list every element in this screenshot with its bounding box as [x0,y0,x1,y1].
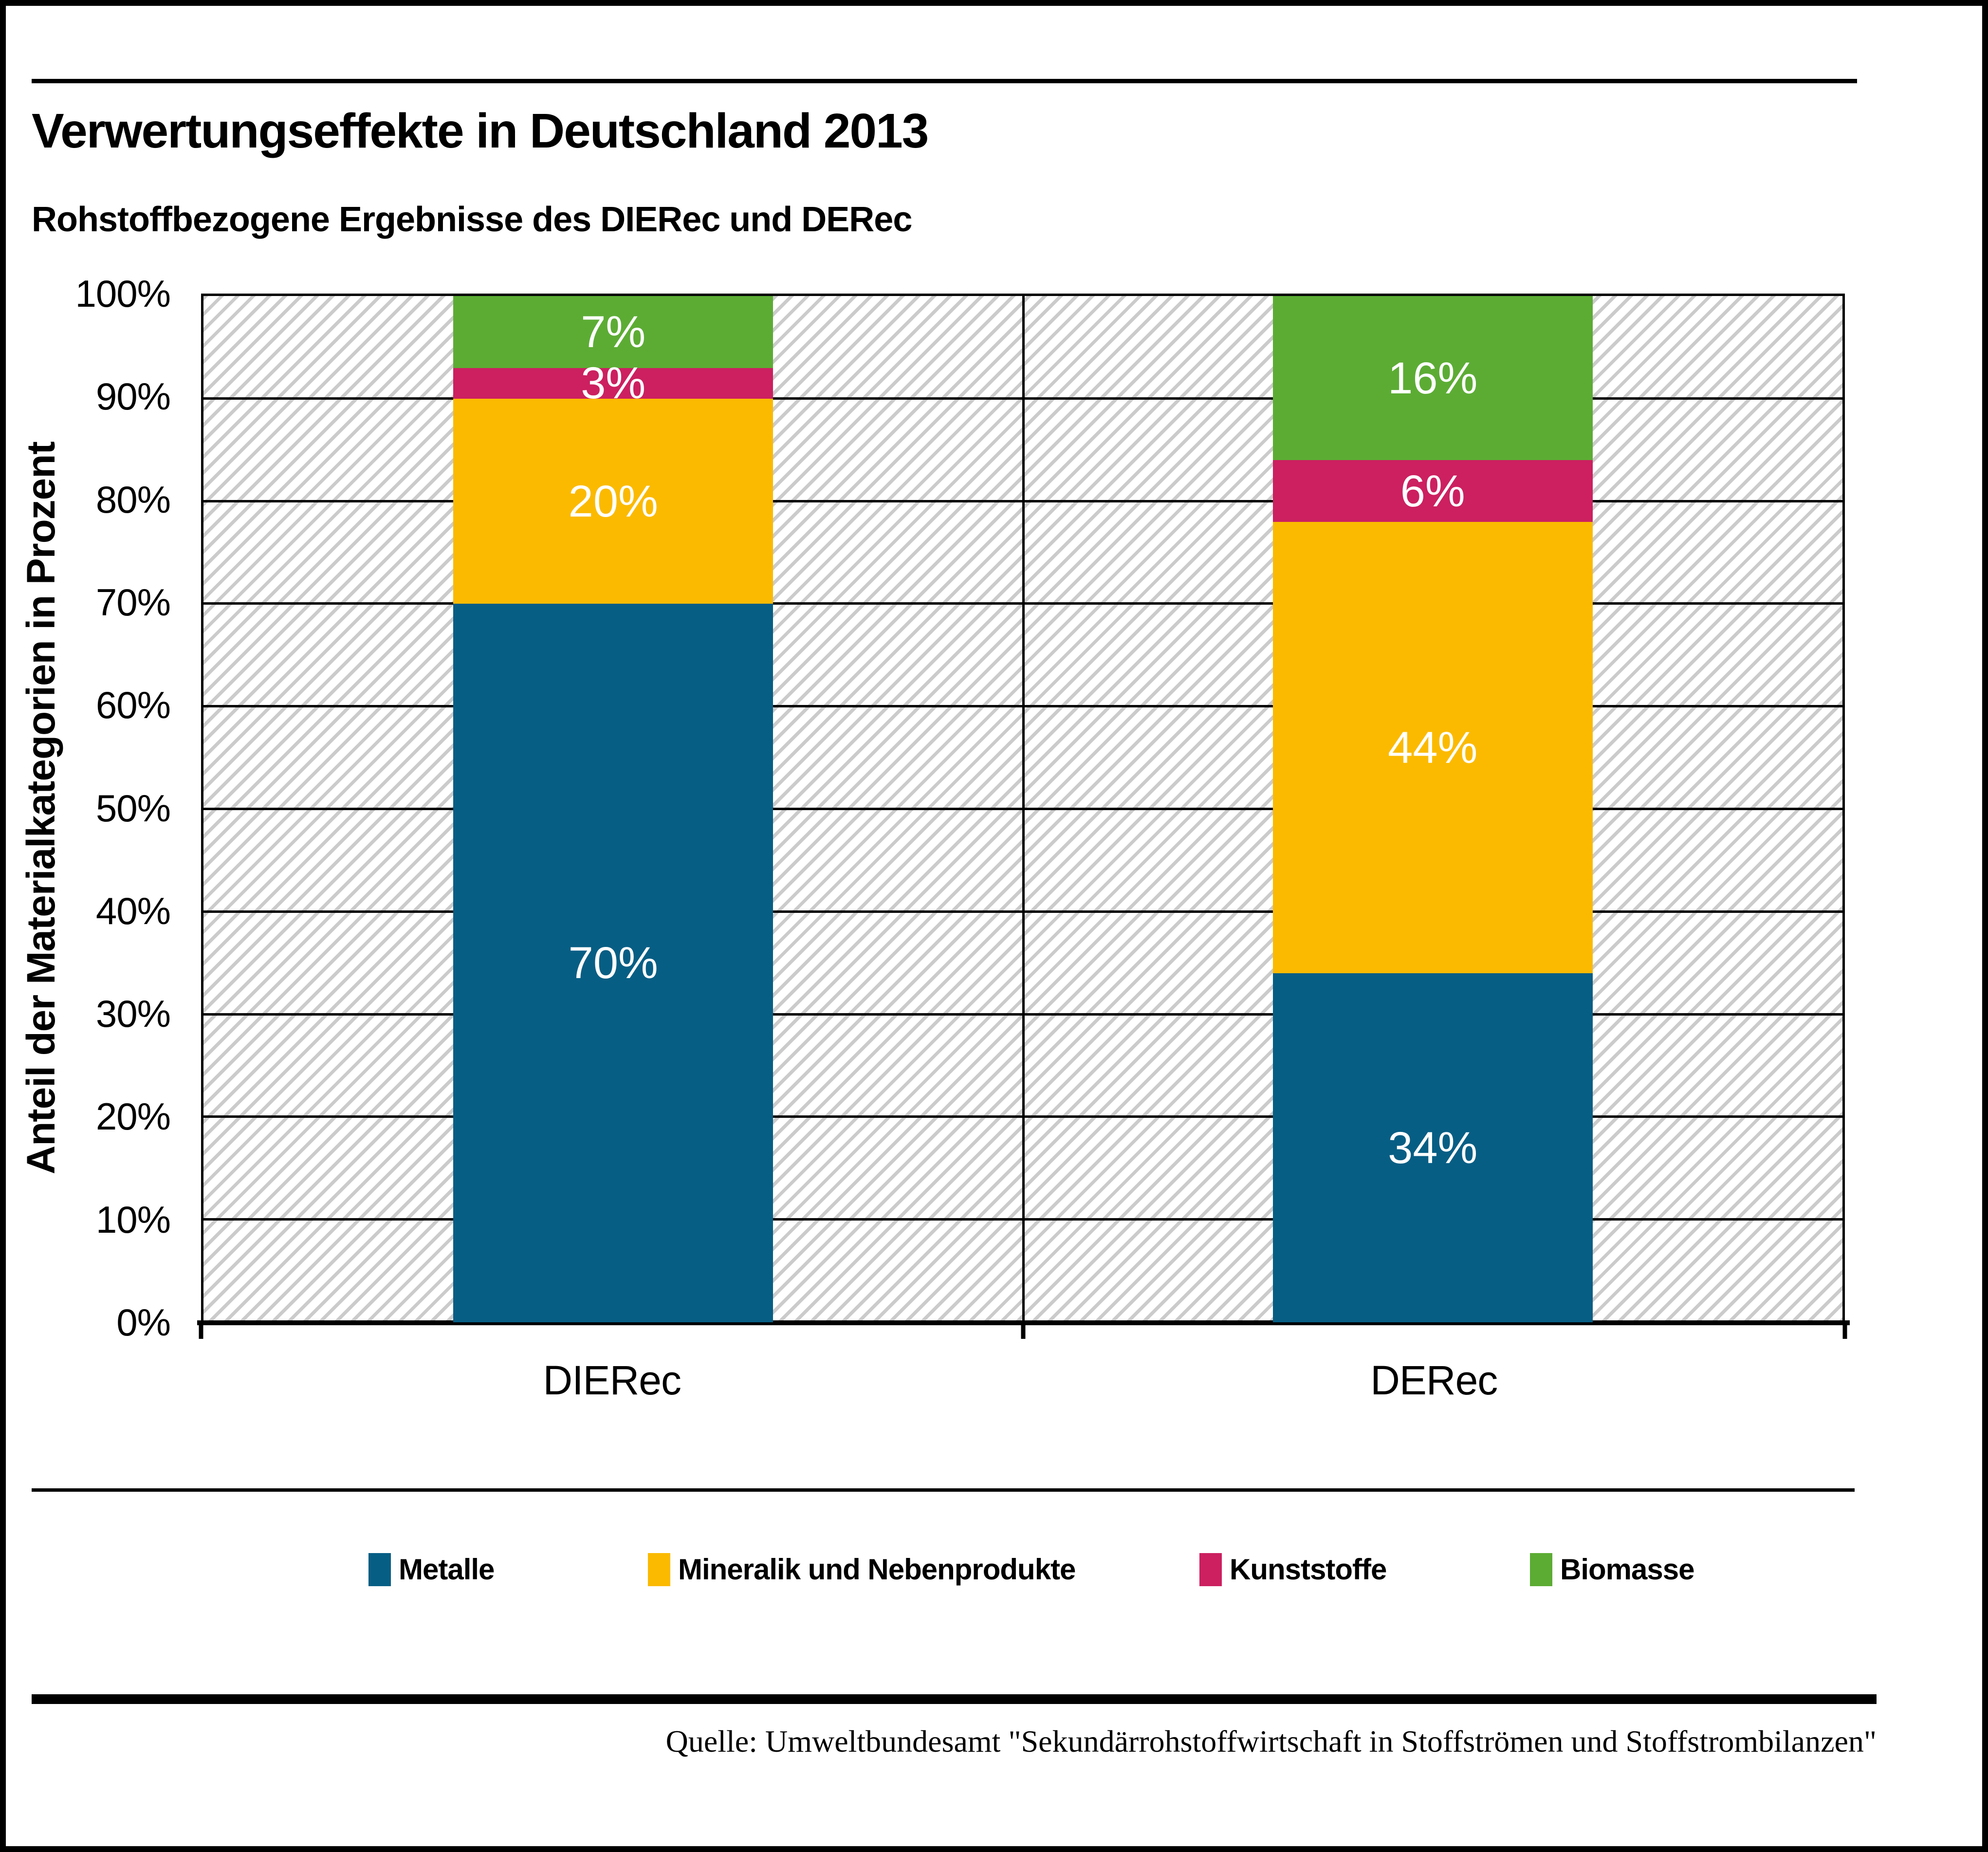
y-tick-label-30: 30% [95,992,171,1036]
y-tick-label-40: 40% [95,889,171,932]
gridline-10 [203,1218,1842,1221]
y-tick-label-90: 90% [95,375,171,418]
top-divider-rule [32,79,1857,83]
x-axis-label-derec: DERec [1370,1357,1498,1403]
legend-item-mineralik-und-nebenprodukte: Mineralik und Nebenprodukte [648,1553,1076,1586]
segment-value-label: 3% [581,358,646,408]
x-axis-labels: DIERec DERec [201,1357,1845,1410]
gridline-60 [203,705,1842,708]
legend-marker-icon [368,1553,391,1586]
bar-dierec: 70% 20% 3% 7% [453,296,773,1322]
segment-dierec-kunststoffe: 3% [453,361,773,406]
source-note: Quelle: Umweltbundesamt "Sekundärrohstof… [665,1724,1877,1759]
segment-derec-kunststoffe: 6% [1272,460,1593,522]
x-tickmark-0 [199,1320,203,1339]
segment-value-label: 20% [568,476,658,526]
legend-item-metalle: Metalle [368,1553,495,1586]
legend-marker-icon [1199,1553,1222,1586]
segment-dierec-metalle: 70% [453,604,773,1322]
x-tickmark-100 [1842,1320,1847,1339]
segment-value-label: 34% [1388,1123,1478,1173]
x-axis-label-dierec: DIERec [543,1357,681,1403]
gridline-70 [203,602,1842,605]
segment-dierec-biomasse: 7% [453,296,773,368]
y-tick-label-20: 20% [95,1095,171,1138]
segment-value-label: 44% [1388,722,1478,773]
segment-dierec-mineralik-und-nebenprodukte: 20% [453,398,773,604]
legend-marker-icon [1530,1553,1552,1586]
footer-divider-rule [32,1694,1877,1704]
segment-value-label: 6% [1400,466,1465,516]
legend-label: Biomasse [1560,1553,1694,1586]
legend-marker-icon [648,1553,670,1586]
gridline-80 [203,500,1842,502]
x-tickmark-50 [1021,1320,1025,1339]
bar-derec: 34% 44% 6% 16% [1272,296,1593,1322]
segment-value-label: 70% [568,938,658,988]
y-tick-label-70: 70% [95,580,171,624]
legend-label: Mineralik und Nebenprodukte [678,1553,1076,1586]
legend-label: Metalle [399,1553,495,1586]
x-axis-tickmarks [199,1320,1847,1340]
legend-item-kunststoffe: Kunststoffe [1199,1553,1387,1586]
segment-value-label: 16% [1388,353,1478,403]
page-title: Verwertungseffekte in Deutschland 2013 [32,104,929,158]
y-tick-label-60: 60% [95,684,171,727]
segment-value-label: 7% [581,307,646,357]
gridline-40 [203,910,1842,913]
segment-derec-metalle: 34% [1272,973,1593,1322]
legend-label: Kunststoffe [1230,1553,1387,1586]
page-subtitle: Rohstoffbezogene Ergebnisse des DIERec u… [32,200,912,239]
legend-item-biomasse: Biomasse [1530,1553,1694,1586]
gridline-20 [203,1115,1842,1118]
y-tick-label-100: 100% [75,272,171,315]
y-axis-ticks: 0% 10% 20% 30% 40% 50% 60% 70% 80% 90% 100% [6,274,171,1342]
y-tick-label-80: 80% [95,478,171,521]
segment-derec-mineralik-und-nebenprodukte: 44% [1272,521,1593,974]
plot-area: 70% 20% 3% 7% 34% 44% 6% 16% [201,294,1845,1322]
legend-divider-rule [32,1488,1855,1492]
legend: Metalle Mineralik und Nebenprodukte Kunsts… [6,1553,1982,1592]
segment-derec-biomasse: 16% [1272,296,1593,461]
y-tick-label-10: 10% [95,1198,171,1241]
gridline-90 [203,397,1842,400]
gridline-30 [203,1013,1842,1016]
gridline-50 [203,808,1842,810]
y-tick-label-50: 50% [95,786,171,830]
y-tick-label-0: 0% [116,1301,171,1344]
